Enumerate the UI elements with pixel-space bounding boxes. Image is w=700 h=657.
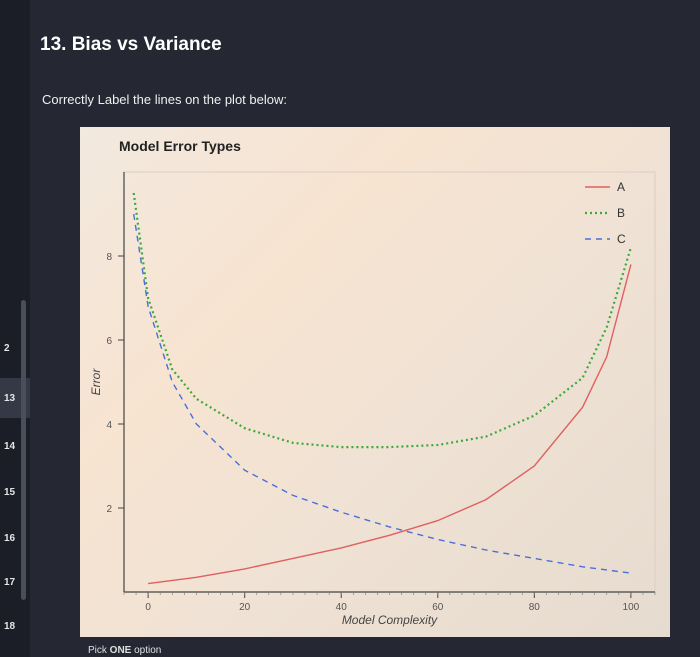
- sidebar-item-label: 2: [4, 342, 10, 354]
- question-panel: 13. Bias vs Variance Correctly Label the…: [30, 0, 700, 657]
- x-tick-label: 80: [529, 602, 541, 613]
- pick-emphasis: ONE: [109, 645, 132, 656]
- sidebar-item-label: 16: [4, 532, 16, 544]
- plot-frame: [123, 171, 656, 593]
- x-tick-label: 20: [239, 602, 251, 613]
- sidebar-item-label: 14: [4, 440, 16, 452]
- plot-image: Model Error Types 0 20 40 60 80 100 2 4 6 8 Model C…: [80, 127, 670, 637]
- model-error-chart: Model Error Types 0 20 40 60 80 100 2 4 6 8 Model C…: [89, 138, 656, 627]
- y-tick-label: 6: [106, 336, 112, 347]
- x-tick-label: 40: [336, 602, 348, 613]
- series-line-a: [148, 264, 632, 585]
- legend-label-b: B: [617, 206, 625, 220]
- sidebar-item-label: 17: [4, 576, 16, 588]
- sidebar-item-18[interactable]: 18: [0, 606, 30, 646]
- chart-title: Model Error Types: [119, 138, 241, 154]
- sidebar-item-label: 15: [4, 486, 16, 498]
- y-axis-label: Error: [89, 368, 103, 396]
- sidebar-item-16[interactable]: 16: [0, 518, 30, 558]
- y-tick-label: 4: [106, 420, 112, 431]
- sidebar-item-17[interactable]: 17: [0, 562, 30, 602]
- sidebar-scrollbar[interactable]: [21, 300, 26, 600]
- y-tick-label: 8: [106, 252, 112, 263]
- sidebar-item-2[interactable]: 2: [0, 328, 30, 368]
- pick-prefix: Pick: [88, 645, 110, 656]
- y-tick-label: 2: [106, 504, 112, 515]
- sidebar-item-label: 18: [4, 620, 16, 632]
- legend-label-c: C: [617, 232, 626, 246]
- legend-label-a: A: [617, 180, 625, 194]
- x-axis-label: Model Complexity: [342, 613, 438, 627]
- sidebar-item-14[interactable]: 14: [0, 426, 30, 466]
- sidebar-item-label: 13: [4, 392, 16, 404]
- sidebar-item-15[interactable]: 15: [0, 472, 30, 512]
- pick-option-instruction: Pick ONE option: [88, 645, 161, 656]
- x-tick-label: 100: [623, 602, 640, 613]
- question-title: 13. Bias vs Variance: [40, 34, 222, 55]
- x-tick-label: 0: [145, 602, 151, 613]
- x-tick-label: 60: [432, 602, 444, 613]
- question-prompt: Correctly Label the lines on the plot be…: [42, 92, 287, 107]
- series-line-b: [132, 192, 632, 449]
- question-sidebar: 2 13 14 15 16 17 18: [0, 0, 30, 657]
- pick-suffix: option: [131, 645, 162, 656]
- series-line-c: [133, 213, 631, 574]
